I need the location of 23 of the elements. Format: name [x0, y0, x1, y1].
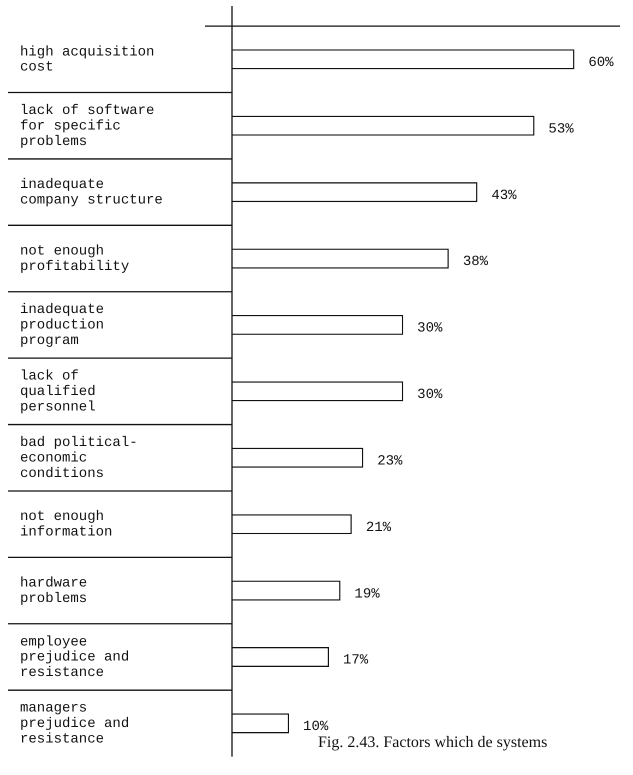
y-tick-label: not enough information	[20, 509, 112, 541]
data-label: 10%	[303, 719, 329, 736]
data-label: 17%	[343, 652, 369, 669]
data-label: 43%	[491, 188, 518, 204]
y-tick-label: hardware problems	[20, 576, 88, 607]
data-label: 21%	[366, 520, 392, 536]
y-tick-label: lack of qualified personnel	[20, 368, 96, 416]
y-tick-label: high acquisition cost	[20, 44, 154, 76]
data-label: 38%	[462, 254, 489, 270]
data-label: 30%	[417, 387, 443, 404]
data-label: 19%	[354, 586, 380, 602]
y-tick-label: inadequate company structure	[20, 177, 163, 209]
data-label: 30%	[417, 320, 443, 337]
annotation: Fig. 2.43. Factors which de systems	[318, 733, 548, 753]
y-tick-label: employee prejudice and resistance	[20, 634, 130, 682]
data-label: 53%	[548, 121, 574, 138]
y-tick-label: bad political- economic conditions	[20, 435, 138, 482]
y-tick-label: not enough profitability	[20, 244, 130, 275]
y-tick-label: inadequate production program	[20, 302, 104, 350]
y-tick-label: managers prejudice and resistance	[20, 700, 130, 748]
data-label: 60%	[588, 55, 614, 72]
y-tick-label: lack of software for specific problems	[20, 103, 154, 150]
data-label: 23%	[377, 453, 404, 470]
